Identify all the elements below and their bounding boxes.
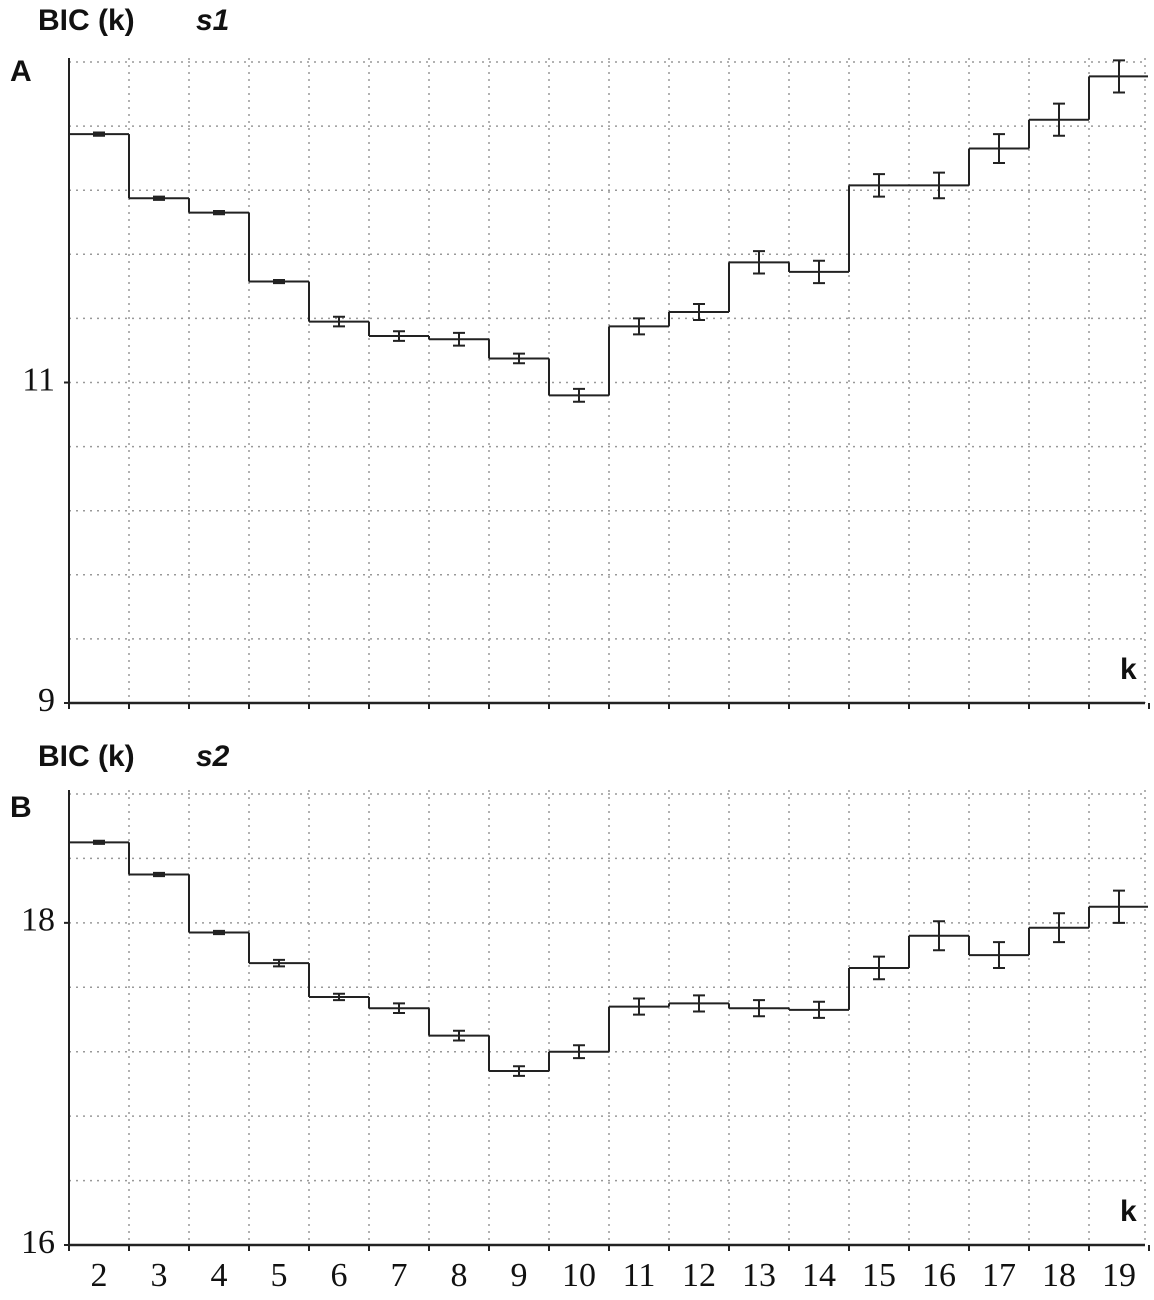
x-tick-label: 2 — [91, 1257, 108, 1294]
x-tick-label: 4 — [211, 1257, 228, 1294]
error-bar — [573, 1044, 585, 1060]
error-bar — [213, 210, 225, 216]
panel-title: BIC (k) — [38, 740, 135, 773]
error-bar — [1053, 102, 1065, 137]
x-tick-label: 19 — [1102, 1257, 1136, 1294]
error-bar — [93, 839, 105, 845]
error-bar — [813, 259, 825, 285]
y-tick-label: 18 — [21, 902, 55, 939]
error-bar — [453, 331, 465, 347]
error-bar — [333, 315, 345, 328]
x-tick-label: 3 — [151, 1257, 168, 1294]
panel-subtitle: s1 — [196, 4, 229, 37]
error-bar — [213, 929, 225, 936]
x-tick-label: 14 — [802, 1257, 836, 1294]
x-tick-label: 18 — [1042, 1257, 1076, 1294]
x-tick-label: 13 — [742, 1257, 776, 1294]
x-axis-label: k — [1120, 1195, 1137, 1228]
x-tick-label: 6 — [331, 1257, 348, 1294]
x-tick-label: 7 — [391, 1257, 408, 1294]
x-tick-label: 15 — [862, 1257, 896, 1294]
panel-label: B — [10, 791, 32, 824]
error-bar — [513, 352, 525, 365]
x-axis-label: k — [1120, 653, 1137, 686]
x-tick-label: 10 — [562, 1257, 596, 1294]
y-tick-label: 9 — [38, 682, 55, 719]
panel-label: A — [10, 55, 32, 88]
error-bar — [153, 195, 165, 201]
error-bar — [513, 1065, 525, 1077]
error-bar — [333, 992, 345, 1002]
error-bar — [93, 131, 105, 137]
error-bar — [1113, 889, 1125, 924]
x-tick-label: 8 — [451, 1257, 468, 1294]
error-bar — [813, 1000, 825, 1019]
error-bar — [573, 387, 585, 403]
error-bar — [1113, 59, 1125, 94]
error-bar — [993, 133, 1005, 164]
x-tick-label: 17 — [982, 1257, 1016, 1294]
error-bar — [393, 1002, 405, 1015]
error-bar — [933, 920, 945, 952]
error-bar — [453, 1029, 465, 1042]
error-bar — [693, 994, 705, 1013]
x-tick-label: 16 — [922, 1257, 956, 1294]
x-tick-label: 9 — [511, 1257, 528, 1294]
y-tick-label: 16 — [21, 1224, 55, 1261]
error-bar — [273, 278, 285, 285]
error-bar — [993, 941, 1005, 969]
panel-subtitle: s2 — [196, 740, 230, 773]
error-bar — [693, 302, 705, 322]
error-bar — [633, 997, 645, 1016]
x-tick-label: 5 — [271, 1257, 288, 1294]
error-bar — [633, 317, 645, 336]
error-bar — [1053, 912, 1065, 944]
x-tick-label: 11 — [623, 1257, 656, 1294]
y-tick-label: 11 — [22, 361, 55, 398]
panel-title: BIC (k) — [38, 4, 135, 37]
error-bar — [873, 955, 885, 981]
error-bar — [873, 173, 885, 198]
error-bar — [753, 250, 765, 275]
error-bar — [153, 871, 165, 878]
error-bar — [393, 330, 405, 342]
error-bar — [933, 171, 945, 200]
error-bar — [753, 999, 765, 1018]
error-bar — [273, 958, 285, 968]
x-tick-label: 12 — [682, 1257, 716, 1294]
